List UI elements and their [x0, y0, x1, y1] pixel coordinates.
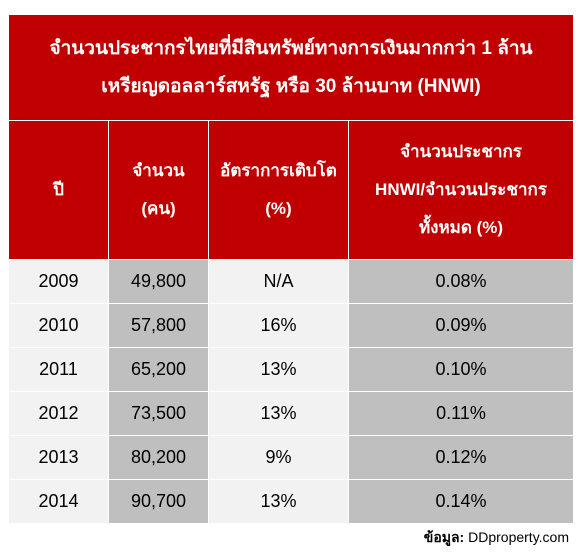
cell-ratio: 0.10% — [348, 347, 574, 392]
cell-year: 2010 — [8, 303, 109, 348]
column-header-ratio: จำนวนประชากร HNWI/จำนวนประชากร ทั้งหมด (… — [348, 120, 574, 260]
cell-growth: N/A — [208, 259, 349, 304]
cell-count: 65,200 — [108, 347, 209, 392]
cell-growth: 13% — [208, 479, 349, 524]
cell-year: 2011 — [8, 347, 109, 392]
table-row: 2012 73,500 13% 0.11% — [8, 391, 574, 436]
cell-growth: 13% — [208, 347, 349, 392]
column-header-count: จำนวน (คน) — [108, 120, 209, 260]
hnwi-table: จำนวนประชากรไทยที่มีสินทรัพย์ทางการเงินม… — [8, 14, 574, 524]
column-header-year: ปี — [8, 120, 109, 260]
cell-count: 73,500 — [108, 391, 209, 436]
column-header-year-line: ปี — [53, 180, 64, 199]
cell-growth: 16% — [208, 303, 349, 348]
table-title: จำนวนประชากรไทยที่มีสินทรัพย์ทางการเงินม… — [8, 14, 574, 121]
cell-ratio: 0.12% — [348, 435, 574, 480]
table-row: 2013 80,200 9% 0.12% — [8, 435, 574, 480]
table-row: 2010 57,800 16% 0.09% — [8, 303, 574, 348]
source-credit: ข้อมูล: DDproperty.com — [424, 527, 569, 549]
cell-growth: 9% — [208, 435, 349, 480]
table-row: 2011 65,200 13% 0.10% — [8, 347, 574, 392]
column-header-ratio-line-3: ทั้งหมด (%) — [418, 218, 504, 237]
column-header-growth-line-1: อัตราการเติบโต — [220, 161, 337, 180]
cell-ratio: 0.14% — [348, 479, 574, 524]
column-header-count-line-2: (คน) — [141, 199, 176, 218]
cell-year: 2013 — [8, 435, 109, 480]
table-row: 2014 90,700 13% 0.14% — [8, 479, 574, 524]
cell-growth: 13% — [208, 391, 349, 436]
cell-ratio: 0.09% — [348, 303, 574, 348]
table-row: 2009 49,800 N/A 0.08% — [8, 259, 574, 304]
source-value: DDproperty.com — [468, 529, 569, 545]
cell-count: 49,800 — [108, 259, 209, 304]
cell-year: 2009 — [8, 259, 109, 304]
table-title-line-1: จำนวนประชากรไทยที่มีสินทรัพย์ทางการเงินม… — [49, 37, 533, 59]
cell-ratio: 0.11% — [348, 391, 574, 436]
cell-count: 57,800 — [108, 303, 209, 348]
column-header-growth-line-2: (%) — [265, 199, 292, 218]
cell-year: 2012 — [8, 391, 109, 436]
table-title-line-2: เหรียญดอลลาร์สหรัฐ หรือ 30 ล้านบาท (HNWI… — [101, 75, 481, 97]
cell-year: 2014 — [8, 479, 109, 524]
column-header-ratio-line-2: HNWI/จำนวนประชากร — [375, 180, 547, 199]
column-header-ratio-line-1: จำนวนประชากร — [400, 142, 522, 161]
cell-ratio: 0.08% — [348, 259, 574, 304]
column-header-count-line-1: จำนวน — [132, 161, 185, 180]
source-label: ข้อมูล: — [423, 529, 465, 545]
cell-count: 80,200 — [108, 435, 209, 480]
column-header-growth: อัตราการเติบโต (%) — [208, 120, 349, 260]
cell-count: 90,700 — [108, 479, 209, 524]
